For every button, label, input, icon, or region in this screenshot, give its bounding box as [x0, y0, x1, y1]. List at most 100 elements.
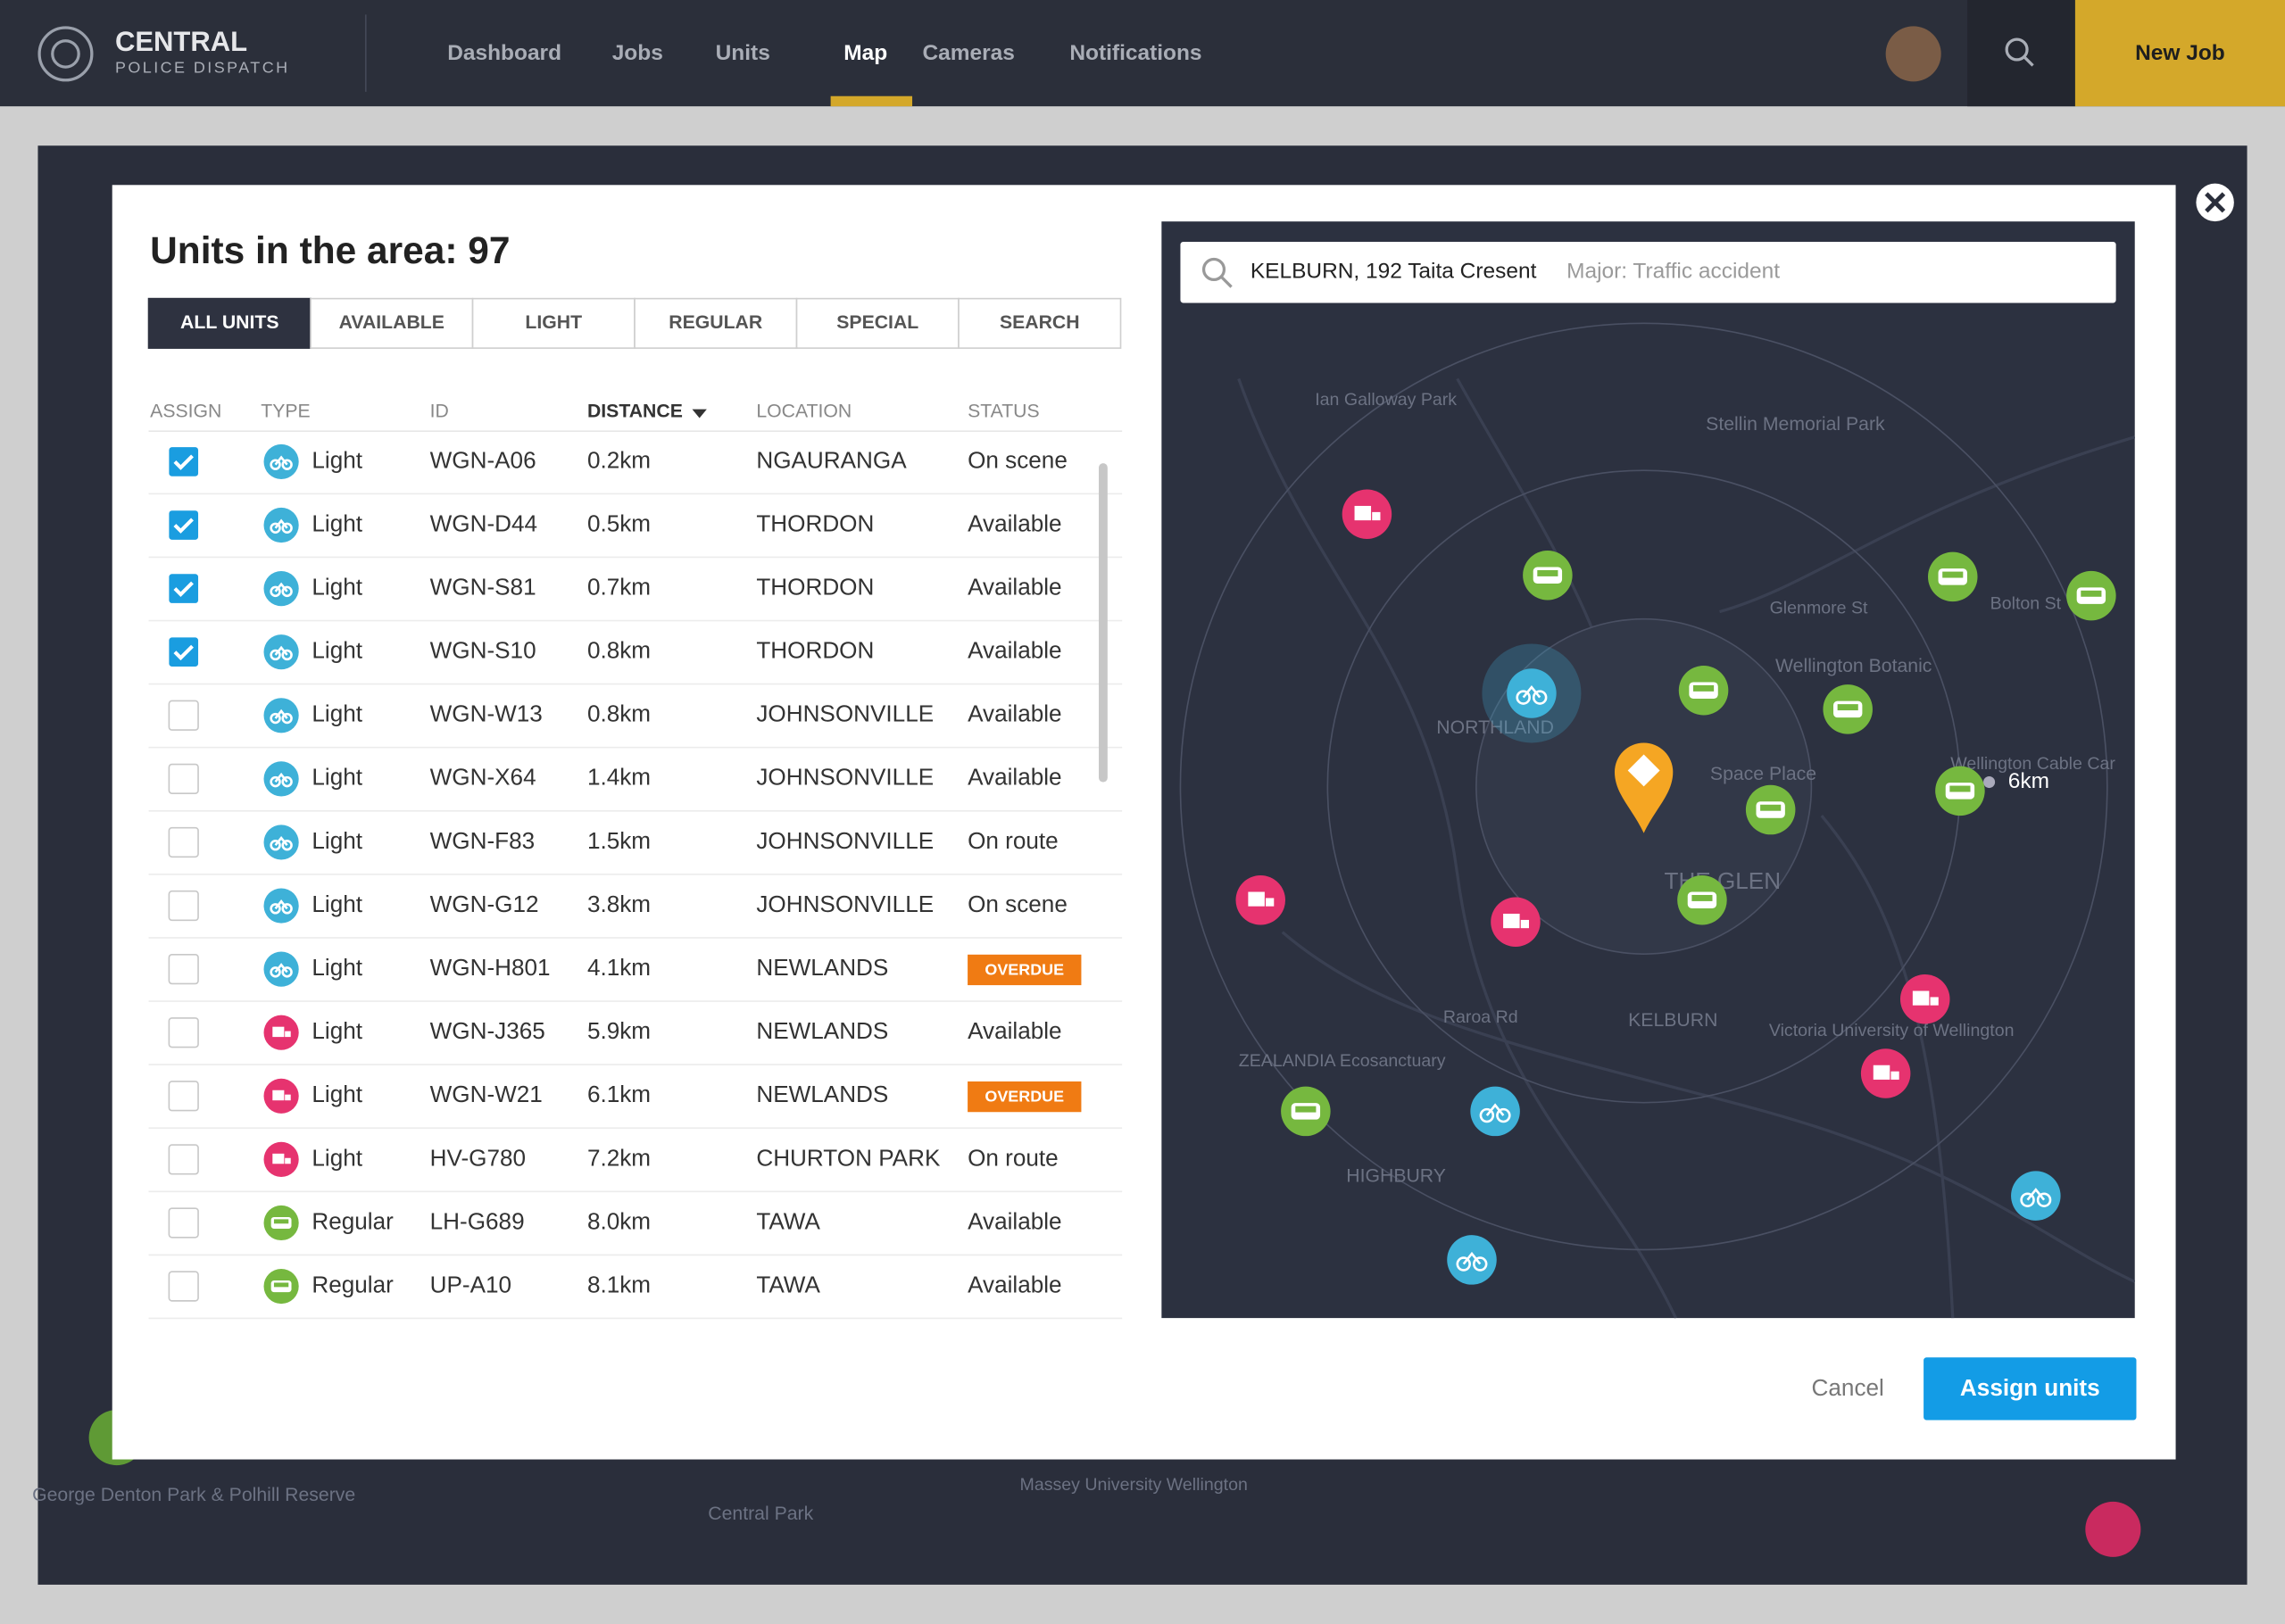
unit-icon-glyph	[285, 1094, 291, 1101]
unit-icon-glyph	[2026, 1188, 2046, 1201]
unit-status: Available	[968, 1207, 1061, 1234]
map-label: HIGHBURY	[1346, 1165, 1446, 1186]
unit-distance: 0.7km	[587, 573, 651, 600]
map-search-box[interactable]	[1180, 241, 2116, 303]
unit-icon-glyph	[1873, 1065, 1890, 1080]
unit-distance: 4.1km	[587, 954, 651, 981]
map-marker[interactable]	[2085, 1501, 2141, 1557]
assign-checkbox[interactable]	[168, 1207, 199, 1239]
unit-distance: 0.5km	[587, 510, 651, 536]
unit-icon-glyph	[272, 1153, 285, 1164]
map-label: ZEALANDIA Ecosanctuary	[1239, 1051, 1446, 1071]
unit-icon[interactable]	[1447, 1235, 1497, 1285]
nav-item[interactable]: Units	[716, 41, 770, 65]
unit-icon-glyph	[281, 775, 293, 788]
assign-button[interactable]	[1924, 1357, 2137, 1421]
unit-id: LH-G689	[430, 1207, 525, 1234]
unit-location: NEWLANDS	[756, 1017, 888, 1044]
nav-item[interactable]: Cameras	[922, 41, 1014, 65]
unit-icon[interactable]	[1470, 1086, 1520, 1137]
unit-distance: 8.1km	[587, 1271, 651, 1297]
unit-icon-glyph	[1372, 511, 1381, 521]
unit-icon[interactable]	[263, 824, 299, 860]
unit-icon-glyph	[281, 840, 293, 851]
unit-icon[interactable]	[263, 951, 299, 987]
assign-checkbox[interactable]	[169, 510, 199, 540]
unit-icon[interactable]	[263, 698, 299, 733]
unit-icon[interactable]	[1507, 668, 1557, 718]
unit-icon-glyph	[1456, 1256, 1471, 1272]
unit-icon[interactable]	[263, 761, 299, 797]
unit-location: NEWLANDS	[756, 1081, 888, 1107]
unit-distance: 1.4km	[587, 764, 651, 791]
unit-status: Available	[968, 1271, 1061, 1297]
tab[interactable]	[147, 297, 312, 349]
map-label: Wellington Botanic	[1775, 656, 1932, 676]
unit-icon-glyph	[270, 966, 281, 978]
column-header[interactable]: ID	[430, 402, 449, 422]
assign-checkbox[interactable]	[168, 953, 199, 985]
tab[interactable]	[795, 297, 960, 349]
tab[interactable]	[958, 297, 1122, 349]
unit-icon-glyph	[273, 1219, 289, 1224]
column-header[interactable]: STATUS	[968, 402, 1040, 422]
unit-icon-glyph	[1462, 1251, 1482, 1265]
assign-checkbox[interactable]	[168, 1081, 199, 1112]
tab[interactable]	[310, 297, 474, 349]
column-header[interactable]: TYPE	[261, 402, 310, 422]
unit-icon-glyph	[270, 712, 281, 725]
assign-checkbox[interactable]	[168, 1144, 199, 1175]
nav-item[interactable]: Jobs	[612, 41, 663, 65]
unit-type: Light	[312, 954, 362, 981]
unit-type: Light	[312, 1017, 362, 1044]
unit-icon[interactable]	[263, 888, 299, 924]
unit-id: WGN-H801	[430, 954, 551, 981]
unit-location: JOHNSONVILLE	[756, 700, 934, 727]
map-label: Stellin Memorial Park	[1706, 414, 1885, 435]
unit-icon[interactable]	[2011, 1171, 2061, 1221]
unit-icon-glyph	[270, 649, 281, 661]
column-header[interactable]: LOCATION	[756, 402, 852, 422]
tab-label: ALL UNITS	[180, 312, 278, 333]
unit-icon-glyph	[274, 835, 288, 847]
assign-checkbox[interactable]	[169, 447, 199, 476]
tab[interactable]	[471, 297, 636, 349]
unit-type: Light	[312, 764, 362, 791]
assign-checkbox[interactable]	[169, 637, 199, 667]
search-button[interactable]	[1967, 0, 2075, 107]
assign-checkbox[interactable]	[168, 826, 199, 858]
unit-icon-glyph	[1472, 1256, 1488, 1272]
unit-icon-glyph	[1890, 1071, 1899, 1080]
unit-id: HV-G780	[430, 1144, 526, 1171]
nav-item[interactable]: Dashboard	[447, 41, 561, 65]
modal-title: Units in the area: 97	[150, 229, 510, 271]
cancel-button[interactable]: Cancel	[1812, 1374, 1884, 1401]
column-header[interactable]: ASSIGN	[150, 402, 221, 422]
unit-type: Light	[312, 1081, 362, 1107]
avatar[interactable]	[1885, 26, 1941, 82]
assign-checkbox[interactable]	[168, 700, 199, 731]
unit-location: JOHNSONVILLE	[756, 764, 934, 791]
new-job-button[interactable]	[2074, 0, 2285, 107]
unit-icon[interactable]	[263, 507, 299, 543]
assign-checkbox[interactable]	[168, 1017, 199, 1048]
unit-icon-glyph	[1522, 684, 1541, 699]
unit-icon-glyph	[1930, 997, 1939, 1006]
assign-checkbox[interactable]	[168, 890, 199, 922]
column-header[interactable]: DISTANCE	[587, 402, 683, 422]
unit-icon-glyph	[1503, 913, 1520, 929]
unit-icon[interactable]	[263, 443, 299, 480]
map-label: Space Place	[1710, 764, 1816, 784]
incident-pin[interactable]	[1614, 742, 1674, 833]
assign-checkbox[interactable]	[168, 763, 199, 795]
assign-checkbox[interactable]	[169, 574, 199, 603]
unit-icon[interactable]	[263, 571, 299, 607]
nav-item[interactable]: Map	[843, 41, 887, 65]
tab[interactable]	[634, 297, 798, 349]
unit-location: JOHNSONVILLE	[756, 827, 934, 854]
unit-icon-glyph	[274, 645, 288, 656]
assign-checkbox[interactable]	[168, 1271, 199, 1302]
nav-item[interactable]: Notifications	[1069, 41, 1201, 65]
unit-id: WGN-X64	[430, 764, 536, 791]
unit-icon[interactable]	[263, 634, 299, 670]
